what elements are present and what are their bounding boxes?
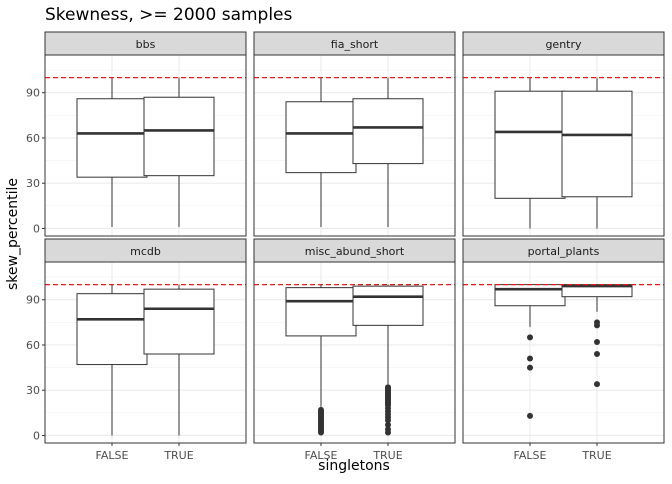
outlier-point [594, 319, 600, 326]
facet-bbs: bbs 0 30 60 90 [26, 31, 247, 237]
outlier-point [385, 426, 391, 433]
y-tick-label: 90 [26, 87, 40, 100]
facet-panels: bbs 0 30 60 90 fia_short gentry mcdb 0 30 60 90 FALS… [26, 31, 665, 462]
box-true [561, 284, 633, 388]
box-iqr [352, 98, 424, 165]
box-true [143, 77, 215, 227]
outlier-point [527, 364, 533, 371]
y-tick-label: 30 [26, 384, 40, 397]
box-iqr [143, 288, 215, 355]
box-iqr [76, 293, 148, 366]
facet-misc-abund-short: misc_abund_short FALSE TRUE [253, 238, 456, 462]
outlier-point [385, 421, 391, 428]
x-tick-label: FALSE [305, 449, 338, 462]
x-tick-label: TRUE [372, 449, 402, 462]
y-tick-label: 60 [26, 339, 40, 352]
box-false [494, 77, 566, 229]
box-iqr [352, 285, 424, 326]
outlier-point [527, 412, 533, 419]
facet-label: mcdb [130, 245, 161, 258]
x-tick-label: FALSE [96, 449, 129, 462]
panel-border [44, 261, 247, 444]
facet-label: fia_short [331, 38, 379, 51]
box-iqr [76, 98, 148, 178]
box-true [561, 77, 633, 229]
facet-label: gentry [545, 38, 582, 51]
box-false [76, 77, 148, 227]
y-tick-label: 0 [33, 429, 40, 442]
box-iqr [494, 90, 566, 199]
outlier-point [527, 334, 533, 341]
box-iqr [494, 284, 566, 307]
facet-mcdb: mcdb 0 30 60 90 FALSE TRUE [26, 238, 247, 462]
outlier-point [594, 381, 600, 388]
facet-label: misc_abund_short [305, 245, 405, 258]
box-true [143, 284, 215, 436]
panel-border [44, 54, 247, 237]
panel-border [253, 54, 456, 237]
box-iqr [561, 90, 633, 198]
chart-title: Skewness, >= 2000 samples [45, 5, 293, 25]
facet-label: bbs [136, 38, 156, 51]
facet-gentry: gentry [462, 31, 665, 237]
panel-border [462, 261, 665, 444]
facet-portal-plants: portal_plants FALSE TRUE [462, 238, 665, 462]
x-tick-label: TRUE [163, 449, 193, 462]
box-false [285, 77, 357, 227]
panel-border [462, 54, 665, 237]
box-iqr [285, 101, 357, 174]
box-iqr [143, 96, 215, 177]
x-tick-label: TRUE [581, 449, 611, 462]
box-true [352, 284, 424, 436]
box-false [494, 284, 566, 419]
box-iqr [561, 284, 633, 298]
y-axis-label: skew_percentile [5, 178, 21, 290]
panel-border [253, 261, 456, 444]
outlier-point [594, 338, 600, 345]
box-true [352, 77, 424, 227]
box-iqr [285, 287, 357, 337]
outlier-point [385, 384, 391, 391]
y-tick-label: 30 [26, 177, 40, 190]
y-tick-label: 60 [26, 132, 40, 145]
y-tick-label: 0 [33, 222, 40, 235]
facet-fia-short: fia_short [253, 31, 456, 237]
outlier-point [594, 351, 600, 358]
x-tick-label: FALSE [514, 449, 547, 462]
box-false [285, 284, 357, 436]
box-false [76, 284, 148, 436]
outlier-point [318, 406, 324, 413]
outlier-point [527, 355, 533, 362]
facet-label: portal_plants [528, 245, 600, 258]
y-tick-label: 90 [26, 294, 40, 307]
x-axis-label: singletons [318, 458, 390, 474]
